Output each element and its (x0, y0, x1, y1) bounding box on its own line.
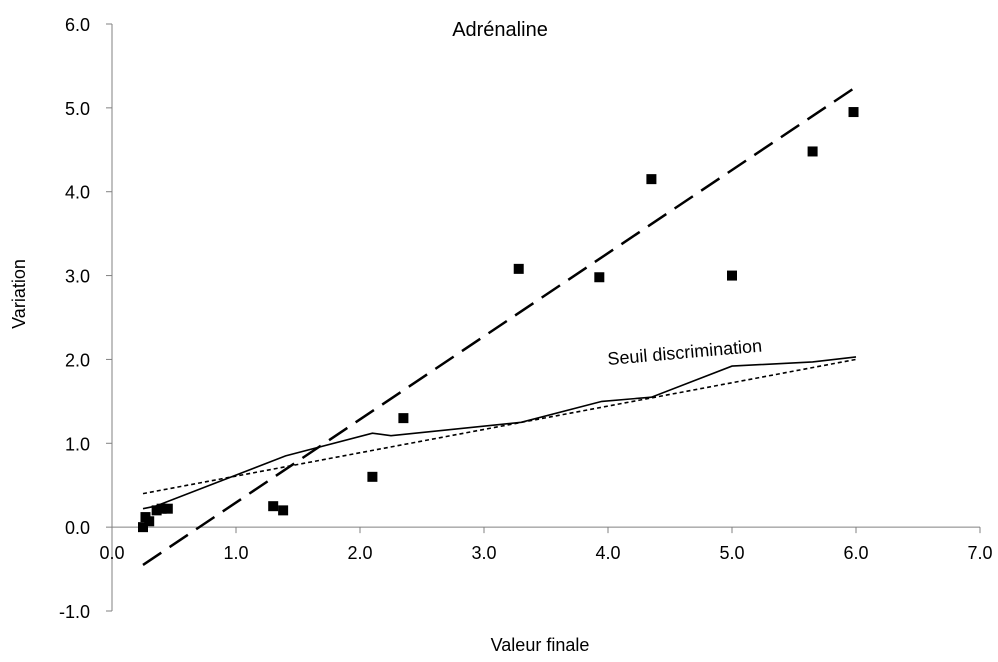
tick-labels: 0.0 1.0 2.0 3.0 4.0 5.0 6.0 7.0 -1.0 0.0 1.0 2.0 3.0… (59, 15, 993, 622)
x-tick-label: 6.0 (843, 543, 868, 563)
axes (106, 23, 981, 612)
y-tick-label: 0.0 (65, 518, 90, 538)
data-point (807, 146, 818, 157)
threshold-fit-line (142, 358, 857, 495)
chart-title: Adrénaline (452, 19, 548, 41)
x-tick-label: 1.0 (223, 543, 248, 563)
series-layer (138, 85, 859, 566)
data-point (594, 272, 605, 283)
y-tick-label: 4.0 (65, 183, 90, 203)
x-axis-title: Valeur finale (491, 635, 590, 655)
data-point (138, 522, 148, 533)
y-tick-label: -1.0 (59, 602, 90, 622)
x-tick-label: 3.0 (471, 543, 496, 563)
data-point (367, 471, 378, 482)
threshold-line (142, 356, 857, 510)
data-point (162, 503, 173, 514)
data-point (727, 270, 737, 281)
x-tick-label: 0.0 (99, 543, 124, 563)
y-tick-label: 2.0 (65, 350, 90, 370)
data-point (156, 503, 167, 514)
regression-line (142, 85, 857, 566)
data-point (144, 516, 155, 527)
x-tick-label: 5.0 (719, 543, 744, 563)
x-tick-label: 2.0 (347, 543, 372, 563)
y-tick-label: 3.0 (65, 267, 90, 287)
data-point (398, 413, 409, 424)
data-point (646, 174, 657, 185)
data-point (513, 263, 524, 274)
y-tick-label: 5.0 (65, 99, 90, 119)
x-tick-label: 7.0 (967, 543, 992, 563)
data-point (278, 505, 289, 516)
data-point (848, 107, 859, 118)
annotation-seuil-discrimination: Seuil discrimination (607, 336, 763, 369)
data-point (268, 501, 279, 512)
y-axis-title: Variation (9, 259, 29, 329)
y-tick-label: 6.0 (65, 15, 90, 35)
y-tick-label: 1.0 (65, 434, 90, 454)
x-tick-label: 4.0 (595, 543, 620, 563)
